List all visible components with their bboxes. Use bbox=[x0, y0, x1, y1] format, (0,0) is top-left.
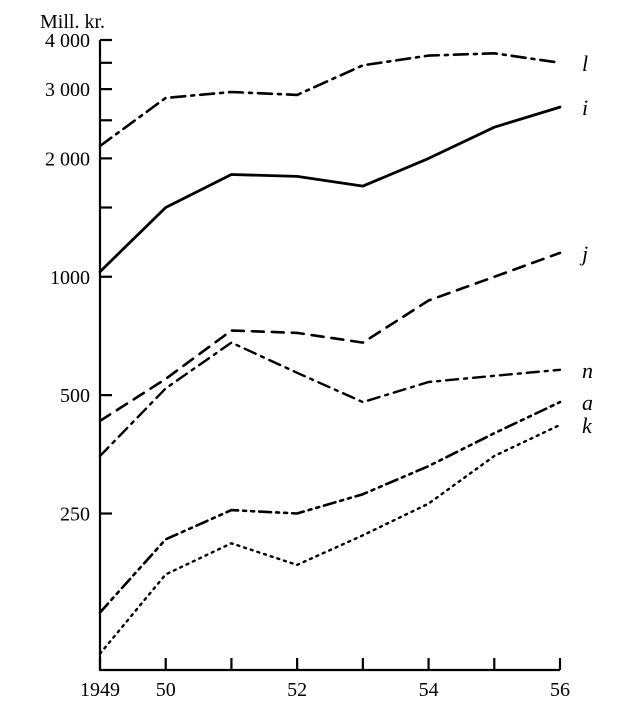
chart-container: { "chart": { "type": "line", "width_px":… bbox=[0, 0, 640, 714]
line-chart: Mill. kr.25050010002 0003 0004 000194950… bbox=[0, 0, 640, 714]
series-l bbox=[100, 53, 560, 146]
y-tick-label: 250 bbox=[60, 504, 90, 526]
series-label-i: i bbox=[582, 95, 588, 120]
series-label-n: n bbox=[582, 358, 593, 383]
series-k bbox=[100, 425, 560, 654]
x-tick-label: 1949 bbox=[80, 679, 120, 701]
y-tick-label: 3 000 bbox=[45, 79, 90, 101]
series-label-a: a bbox=[582, 390, 593, 415]
axes bbox=[100, 40, 560, 670]
x-tick-label: 56 bbox=[550, 679, 570, 701]
series-n bbox=[100, 343, 560, 456]
y-tick-label: 4 000 bbox=[45, 30, 90, 52]
y-tick-label: 500 bbox=[60, 385, 90, 407]
series-j bbox=[100, 253, 560, 421]
y-tick-label: 1000 bbox=[50, 267, 90, 289]
y-tick-label: 2 000 bbox=[45, 148, 90, 170]
series-label-k: k bbox=[582, 413, 593, 438]
x-tick-label: 54 bbox=[419, 679, 439, 701]
series-label-l: l bbox=[582, 51, 588, 76]
series-label-j: j bbox=[579, 241, 588, 266]
series-a bbox=[100, 402, 560, 612]
x-tick-label: 50 bbox=[156, 679, 176, 701]
x-tick-label: 52 bbox=[287, 679, 307, 701]
series-i bbox=[100, 107, 560, 272]
